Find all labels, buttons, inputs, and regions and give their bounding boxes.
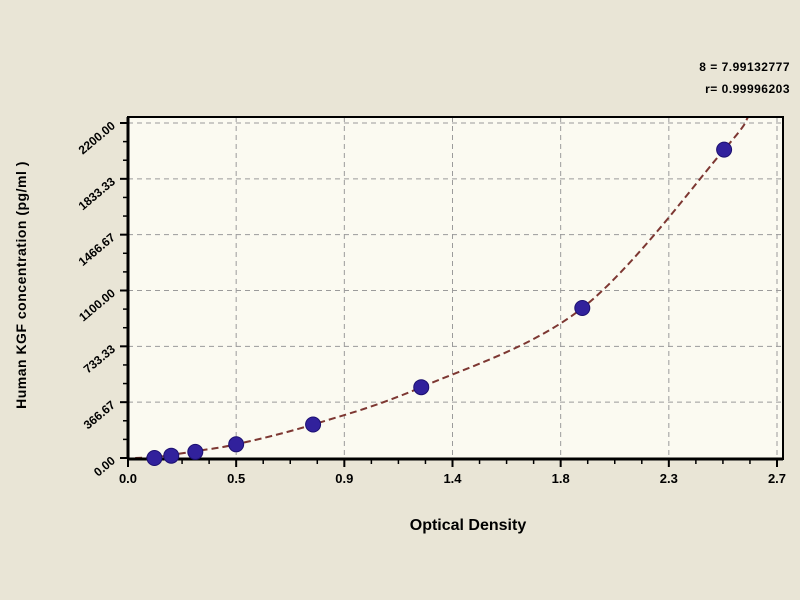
standard-data-point xyxy=(574,300,591,317)
x-tick-label: 2.7 xyxy=(768,471,786,486)
x-tick-label: 1.8 xyxy=(552,471,570,486)
y-tick-label: 1100.00 xyxy=(76,286,118,324)
fit-statistics: 8 = 7.99132777 r= 0.99996203 xyxy=(699,56,790,100)
standard-data-point xyxy=(228,436,245,453)
plot-background xyxy=(128,117,783,459)
standard-data-point xyxy=(413,379,430,396)
y-tick-label: 2200.00 xyxy=(76,118,118,157)
standard-data-point xyxy=(163,447,180,464)
standard-data-point xyxy=(146,450,163,466)
y-tick-label: 1833.33 xyxy=(76,174,118,213)
x-tick-label: 0.0 xyxy=(119,471,137,486)
y-tick-label: 0.00 xyxy=(91,453,118,479)
y-tick-label: 366.67 xyxy=(81,398,118,433)
standard-data-point xyxy=(716,141,733,158)
x-tick-label: 2.3 xyxy=(660,471,678,486)
stat-line-2: r= 0.99996203 xyxy=(705,82,790,96)
x-tick-label: 0.5 xyxy=(227,471,245,486)
standard-data-point xyxy=(305,416,322,433)
x-tick-label: 1.4 xyxy=(443,471,462,486)
x-tick-label: 0.9 xyxy=(335,471,353,486)
y-tick-label: 1466.67 xyxy=(76,230,118,269)
stat-line-1: 8 = 7.99132777 xyxy=(699,60,790,74)
standard-data-point xyxy=(187,443,204,460)
x-axis-title: Optical Density xyxy=(409,517,527,534)
y-tick-label: 733.33 xyxy=(81,342,118,377)
